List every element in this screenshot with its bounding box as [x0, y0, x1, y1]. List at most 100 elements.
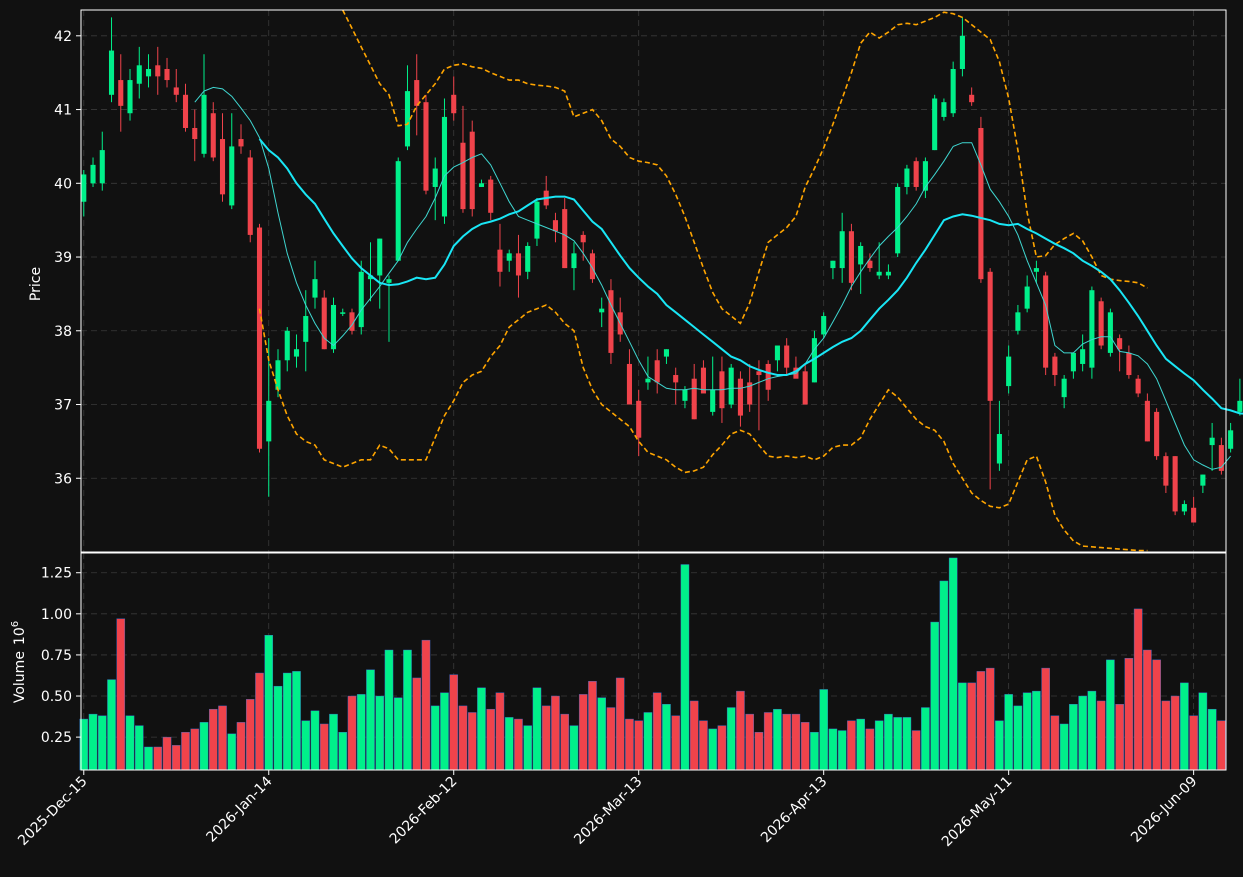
candle-body: [988, 272, 993, 401]
volume-bar: [644, 712, 652, 770]
volume-bar: [662, 704, 670, 770]
candle-body: [941, 102, 946, 117]
volume-bar: [422, 640, 430, 770]
candle-body: [645, 379, 650, 383]
volume-bar: [940, 581, 948, 770]
volume-bar: [394, 698, 402, 770]
volume-bar: [792, 714, 800, 770]
volume-bar: [1153, 660, 1161, 770]
volume-bar: [810, 732, 818, 770]
candle-body: [608, 290, 613, 353]
candle-body: [951, 69, 956, 113]
volume-bar: [764, 712, 772, 770]
volume-bar: [986, 668, 994, 770]
volume-bar: [209, 709, 217, 770]
candle-body: [571, 253, 576, 268]
volume-tick-label: 1.00: [41, 607, 72, 623]
candle-body: [211, 113, 216, 157]
volume-bar: [829, 729, 837, 770]
volume-bar: [1208, 709, 1216, 770]
volume-bar: [699, 721, 707, 770]
volume-bar: [551, 696, 559, 770]
price-tick-label: 40: [54, 176, 72, 192]
volume-bar: [440, 693, 448, 770]
candle-body: [562, 209, 567, 268]
volume-bar: [672, 716, 680, 770]
volume-bar: [607, 708, 615, 770]
candle-body: [673, 375, 678, 382]
volume-bar: [533, 688, 541, 770]
volume-bar: [89, 714, 97, 770]
volume-bar: [635, 721, 643, 770]
candle-body: [997, 434, 1002, 463]
volume-bar: [126, 716, 134, 770]
candle-body: [1025, 287, 1030, 309]
volume-bar: [1116, 704, 1124, 770]
candle-body: [322, 298, 327, 350]
volume-bar: [1162, 701, 1170, 770]
volume-bar: [172, 745, 180, 770]
candle-body: [470, 132, 475, 209]
volume-bar: [487, 709, 495, 770]
volume-bar: [311, 711, 319, 770]
candle-body: [1228, 430, 1233, 448]
candle-body: [100, 150, 105, 183]
volume-bar: [163, 737, 171, 770]
candle-body: [1182, 504, 1187, 511]
candle-body: [340, 312, 345, 314]
volume-bar: [801, 722, 809, 770]
candle-body: [109, 51, 114, 95]
volume-bar: [1023, 693, 1031, 770]
candle-body: [803, 371, 808, 404]
volume-bar: [931, 622, 939, 770]
candle-body: [192, 128, 197, 139]
volume-bar: [255, 673, 263, 770]
volume-bar: [450, 675, 458, 770]
candle-body: [581, 235, 586, 242]
volume-tick-label: 1.25: [41, 566, 72, 582]
price-tick-label: 42: [54, 29, 72, 45]
volume-axis-exponent-power: 6: [10, 621, 21, 627]
volume-bar: [653, 693, 661, 770]
candle-body: [1089, 290, 1094, 367]
candle-body: [1163, 456, 1168, 485]
volume-bar: [681, 565, 689, 770]
price-tick-label: 39: [54, 250, 72, 266]
volume-bar: [570, 726, 578, 770]
volume-bar: [459, 706, 467, 770]
candle-body: [433, 169, 438, 187]
candle-body: [220, 139, 225, 194]
candle-body: [1210, 438, 1215, 445]
candle-body: [766, 364, 771, 390]
volume-bar: [579, 694, 587, 770]
volume-bar: [755, 732, 763, 770]
volume-bar: [1106, 660, 1114, 770]
volume-bar: [1005, 694, 1013, 770]
volume-bar: [1042, 668, 1050, 770]
volume-bar: [1097, 701, 1105, 770]
volume-bar: [246, 699, 254, 770]
volume-bar: [1134, 609, 1142, 770]
candle-body: [1117, 338, 1122, 349]
candle-body: [1136, 379, 1141, 394]
volume-bar: [1060, 724, 1068, 770]
volume-bar: [838, 731, 846, 770]
volume-bar: [709, 729, 717, 770]
volume-bar: [477, 688, 485, 770]
candle-body: [756, 371, 761, 375]
volume-bar: [265, 635, 273, 770]
volume-bar: [514, 719, 522, 770]
candle-body: [553, 220, 558, 231]
volume-bar: [690, 701, 698, 770]
volume-bar: [1199, 693, 1207, 770]
candle-body: [1071, 353, 1076, 371]
volume-bar: [1217, 721, 1225, 770]
volume-bar: [302, 721, 310, 770]
candle-body: [1154, 412, 1159, 456]
volume-bar: [218, 706, 226, 770]
candle-body: [497, 250, 502, 272]
candle-body: [1052, 357, 1057, 375]
candle-body: [90, 165, 95, 183]
candle-body: [1108, 312, 1113, 353]
